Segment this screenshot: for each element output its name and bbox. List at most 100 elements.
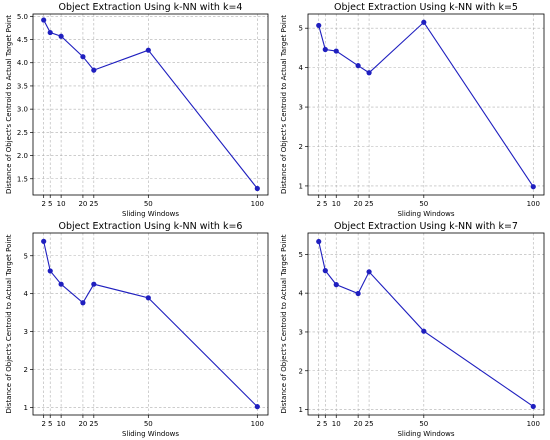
series-line: [43, 241, 258, 408]
data-point: [254, 404, 260, 410]
x-tick-label: 100: [251, 420, 264, 428]
y-tick-label: 1.5: [17, 175, 28, 183]
x-tick-label: 20: [354, 420, 363, 428]
x-tick-label: 20: [78, 420, 87, 428]
data-point: [41, 17, 47, 23]
data-point: [80, 300, 86, 306]
series-line: [318, 21, 534, 188]
y-tick-label: 2.5: [17, 129, 28, 137]
data-point: [322, 268, 328, 274]
y-tick-label: 1: [299, 182, 303, 190]
chart-title: Object Extraction Using k-NN with k=6: [59, 221, 243, 232]
y-axis-label: Distance of Object's Centroid to Actual …: [5, 15, 13, 194]
y-tick-label: 5.0: [17, 13, 28, 21]
data-point: [421, 328, 427, 334]
y-tick-label: 5: [299, 25, 303, 33]
data-point: [355, 290, 361, 297]
y-tick-label: 4.0: [17, 59, 28, 67]
x-tick-label: 25: [89, 420, 98, 428]
data-point: [47, 268, 53, 274]
x-tick-label: 5: [48, 420, 52, 428]
y-tick-label: 2: [299, 367, 303, 375]
plot-frame: [307, 232, 545, 416]
subplot-k4: 2 5 10 20 25 50 1001.52.02.53.03.54.04.55.0Obj…: [5, 2, 269, 218]
x-tick-label: 50: [419, 200, 428, 208]
plot-frame: [32, 13, 269, 196]
data-point: [355, 63, 361, 69]
x-tick-label: 2: [316, 420, 320, 428]
x-tick-label: 50: [144, 420, 153, 428]
x-tick-label: 5: [323, 200, 327, 208]
y-tick-label: 4.5: [17, 36, 28, 44]
x-tick-label: 5: [323, 420, 327, 428]
data-point: [530, 184, 536, 190]
y-tick-label: 4: [24, 290, 29, 298]
data-point: [322, 46, 328, 53]
y-tick-label: 2: [299, 143, 303, 151]
series-line: [43, 19, 258, 189]
series-line: [318, 241, 534, 407]
x-tick-label: 20: [78, 200, 87, 208]
x-tick-label: 10: [57, 200, 66, 208]
x-tick-label: 2: [316, 200, 320, 208]
x-tick-label: 2: [41, 200, 45, 208]
data-point: [145, 295, 151, 301]
x-tick-label: 25: [365, 200, 374, 208]
chart-title: Object Extraction Using k-NN with k=5: [334, 2, 518, 13]
y-tick-label: 5: [24, 252, 28, 260]
chart-title: Object Extraction Using k-NN with k=4: [59, 2, 243, 13]
data-point: [91, 281, 97, 287]
data-point: [145, 47, 151, 53]
x-tick-label: 100: [527, 420, 540, 428]
x-tick-label: 10: [57, 420, 66, 428]
y-axis-label: Distance of Object's Centroid to Actual …: [280, 234, 288, 413]
y-tick-label: 2.0: [17, 152, 28, 160]
y-tick-label: 1: [24, 404, 28, 412]
data-point: [41, 238, 47, 244]
x-tick-label: 50: [144, 200, 153, 208]
y-axis-label: Distance of Object's Centroid to Actual …: [280, 15, 288, 194]
x-tick-label: 5: [48, 200, 52, 208]
data-point: [366, 269, 372, 275]
y-tick-label: 3: [24, 328, 28, 336]
data-point: [80, 54, 86, 60]
x-axis-label: Sliding Windows: [122, 430, 179, 438]
y-tick-label: 4: [299, 64, 304, 72]
chart-title: Object Extraction Using k-NN with k=7: [334, 221, 518, 232]
x-tick-label: 100: [527, 200, 540, 208]
y-tick-label: 5: [299, 251, 303, 259]
y-tick-label: 3: [299, 104, 303, 112]
data-point: [333, 282, 339, 288]
x-tick-label: 10: [332, 420, 341, 428]
x-tick-label: 25: [365, 420, 374, 428]
y-tick-label: 3.0: [17, 106, 28, 114]
data-point: [333, 48, 339, 54]
y-axis-label: Distance of Object's Centroid to Actual …: [5, 234, 13, 413]
x-tick-label: 25: [89, 200, 98, 208]
data-point: [58, 33, 64, 39]
data-point: [530, 403, 536, 410]
y-tick-label: 1: [299, 406, 303, 414]
x-tick-label: 10: [332, 200, 341, 208]
y-tick-label: 2: [24, 366, 28, 374]
data-point: [47, 29, 53, 36]
plot-frame: [307, 13, 545, 196]
data-point: [316, 22, 322, 29]
plot-frame: [32, 232, 269, 416]
data-point: [366, 70, 372, 76]
x-axis-label: Sliding Windows: [397, 430, 454, 438]
x-tick-label: 20: [354, 200, 363, 208]
y-tick-label: 3.5: [17, 82, 28, 90]
data-point: [254, 185, 260, 192]
data-point: [58, 281, 64, 287]
y-tick-label: 3: [299, 328, 303, 336]
x-axis-label: Sliding Windows: [397, 210, 454, 218]
x-tick-label: 50: [419, 420, 428, 428]
data-point: [91, 67, 97, 73]
x-tick-label: 100: [251, 200, 264, 208]
data-point: [421, 19, 427, 25]
